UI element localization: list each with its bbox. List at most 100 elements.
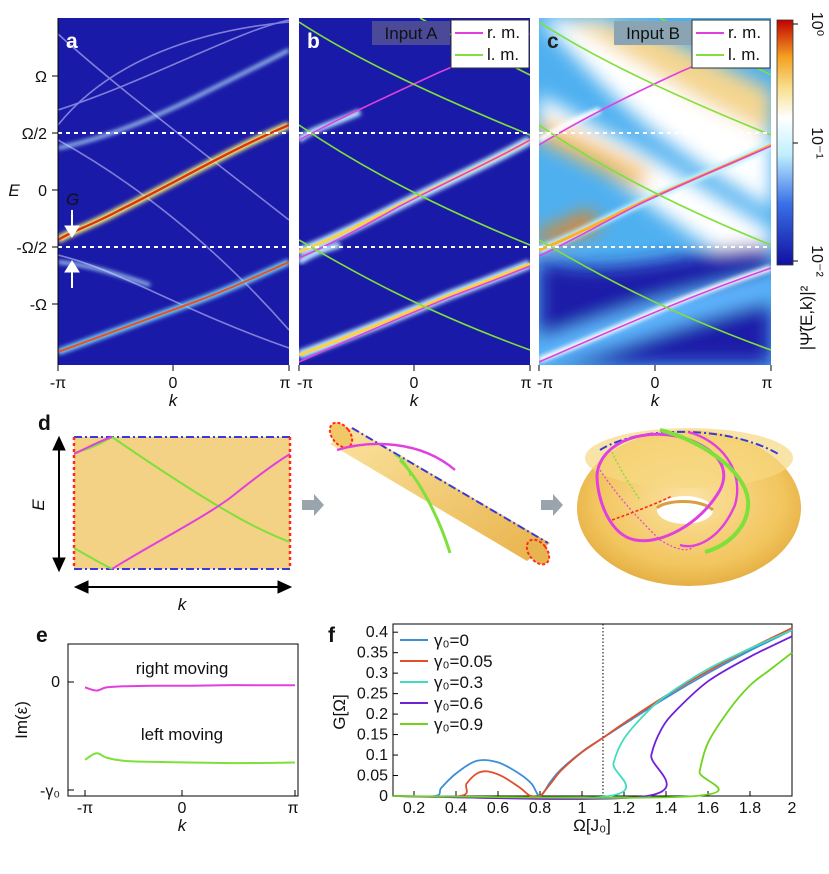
panel-f-xtick-label: 0.4: [445, 800, 467, 817]
c-xtick-2: π: [761, 375, 772, 392]
panel-e-right-label: right moving: [136, 659, 229, 678]
panel-b-legend: r. m. l. m.: [450, 19, 530, 69]
panel-f-xlabel: Ω[J₀]: [573, 816, 611, 835]
gap-arrow-up-icon: [64, 260, 80, 288]
panel-b-lm-line-2: [299, 124, 530, 246]
panel-f-xtick-label: 0.8: [529, 800, 551, 817]
panel-c-lm-line-2: [539, 124, 771, 246]
gap-arrow-down-icon: [64, 210, 80, 238]
panel-f-ytick-label: 0: [379, 788, 388, 805]
panel-d-arrow-2-icon: [541, 494, 563, 516]
panel-d-axis-k: k: [178, 595, 188, 614]
c-xlabel: k: [651, 391, 661, 410]
panel-d-energy-arrow-icon: [52, 435, 66, 573]
a-xtick-0: -π: [50, 375, 66, 392]
panel-c-rm-line-2: [539, 267, 771, 363]
abc-axes: Ω Ω/2 0 -Ω/2 -Ω E -π 0 π -π 0 π -π 0 π k…: [8, 18, 773, 410]
panel-a-heatmap: [58, 18, 289, 365]
panel-b-badge: [372, 21, 450, 45]
panel-b-legend-rm: r. m.: [487, 23, 520, 42]
a-xlabel: k: [169, 391, 179, 410]
panel-d-axis-e: E: [29, 499, 48, 511]
panel-e-xtick-1: 0: [178, 800, 187, 817]
panel-f-xtick-label: 0.6: [487, 800, 509, 817]
panel-f-xtick-label: 1.8: [739, 800, 761, 817]
panel-c-lm-line-1: [539, 21, 771, 136]
panel-b: b Input A r. m. l. m.: [299, 18, 530, 365]
panel-b-letter: b: [307, 30, 320, 53]
panel-e-series-right-moving: [84, 684, 295, 692]
c-xtick-1: 0: [651, 375, 660, 392]
abc-ytick-3: -Ω/2: [16, 240, 47, 257]
panel-e-xtick-2: π: [287, 800, 298, 817]
panel-c-rm-line-1: [539, 145, 771, 257]
panel-e: e right moving left moving 0 -γ₀ Im(ε) -…: [12, 624, 299, 835]
panel-a: a G: [58, 18, 289, 365]
abc-x-ticks: [57, 365, 772, 371]
panel-f-xtick-label: 1.2: [613, 800, 635, 817]
a-xtick-1: 0: [169, 375, 178, 392]
abc-ylabel: E: [8, 181, 20, 200]
panel-f-xtick-label: 1: [578, 800, 587, 817]
panel-f-ylabel: G[Ω]: [330, 694, 349, 729]
b-xtick-1: 0: [410, 375, 419, 392]
panel-e-ytick-0: 0: [51, 674, 60, 691]
panel-f-ytick-label: 0.2: [366, 706, 388, 723]
panel-f-series-3: [392, 635, 793, 800]
panel-d-rectangle: [74, 437, 290, 569]
panel-f-legend-label: γ₀=0.6: [434, 694, 483, 713]
panel-d-letter: d: [38, 412, 51, 435]
panel-f-xtick-label: 2: [788, 800, 797, 817]
panel-c-legend-lm: l. m.: [728, 45, 760, 64]
abc-ytick-2: 0: [38, 183, 47, 200]
colorbar-tick-0: 10⁰: [808, 12, 825, 36]
b-xtick-2: π: [520, 375, 531, 392]
panel-f-ytick-label: 0.15: [357, 727, 388, 744]
panel-f-xtick-label: 0.2: [403, 800, 425, 817]
c-xtick-0: -π: [537, 375, 553, 392]
panel-d: d E k: [29, 412, 801, 614]
panel-e-ytick-1: -γ₀: [40, 783, 60, 800]
a-xtick-2: π: [279, 375, 290, 392]
panel-f-ytick-label: 0.3: [366, 665, 388, 682]
panel-e-ylabel: Im(ε): [12, 701, 31, 739]
panel-f-series-4: [392, 651, 793, 799]
panel-f-legend-label: γ₀=0.9: [434, 715, 483, 734]
abc-ytick-0: Ω: [35, 69, 47, 86]
panel-d-green-curve-1: [111, 436, 291, 543]
panel-b-lm-line-1: [299, 21, 530, 136]
panel-b-rm-line-1: [299, 139, 530, 259]
panel-d-torus: [577, 428, 801, 586]
panel-f-ytick-label: 0.4: [366, 624, 388, 641]
panel-f-xtick-label: 1.6: [697, 800, 719, 817]
colorbar-gradient: [776, 19, 794, 266]
panel-c-badge: [614, 21, 692, 45]
panel-f-legend: γ₀=0 γ₀=0.05 γ₀=0.3 γ₀=0.6 γ₀=0.9: [400, 631, 493, 734]
panel-e-letter: e: [36, 624, 48, 647]
panel-f-ytick-label: 0.35: [357, 645, 388, 662]
colorbar-tick-2: 10⁻²: [808, 245, 825, 277]
panel-b-badge-text: Input A: [385, 24, 439, 43]
panel-c-badge-text: Input B: [626, 24, 680, 43]
abc-ytick-1: Ω/2: [22, 126, 47, 143]
panel-a-faint-bands: [58, 19, 289, 349]
panel-b-lm-line-3: [299, 239, 530, 351]
panel-f-ytick-label: 0.25: [357, 686, 388, 703]
panel-f-ytick-label: 0.05: [357, 768, 388, 785]
panel-a-letter: a: [66, 30, 78, 53]
colorbar-tick-1: 10⁻¹: [808, 127, 825, 159]
abc-ytick-4: -Ω: [30, 297, 47, 314]
colorbar-label: |Ψ̃(E,k)|²: [797, 285, 816, 350]
panel-d-arrow-1-icon: [302, 494, 324, 516]
panel-c-letter: c: [547, 30, 559, 53]
b-xtick-0: -π: [297, 375, 313, 392]
panel-f-letter: f: [328, 624, 336, 647]
panel-c-legend: r. m. l. m.: [691, 19, 771, 69]
panel-f-ytick-label: 0.1: [366, 747, 388, 764]
panel-f-legend-label: γ₀=0.05: [434, 652, 493, 671]
panel-d-k-arrow-icon: [73, 580, 293, 594]
panel-d-cylinder: [328, 421, 551, 566]
panel-b-legend-lm: l. m.: [487, 45, 519, 64]
panel-d-green-curve-2: [73, 547, 113, 570]
